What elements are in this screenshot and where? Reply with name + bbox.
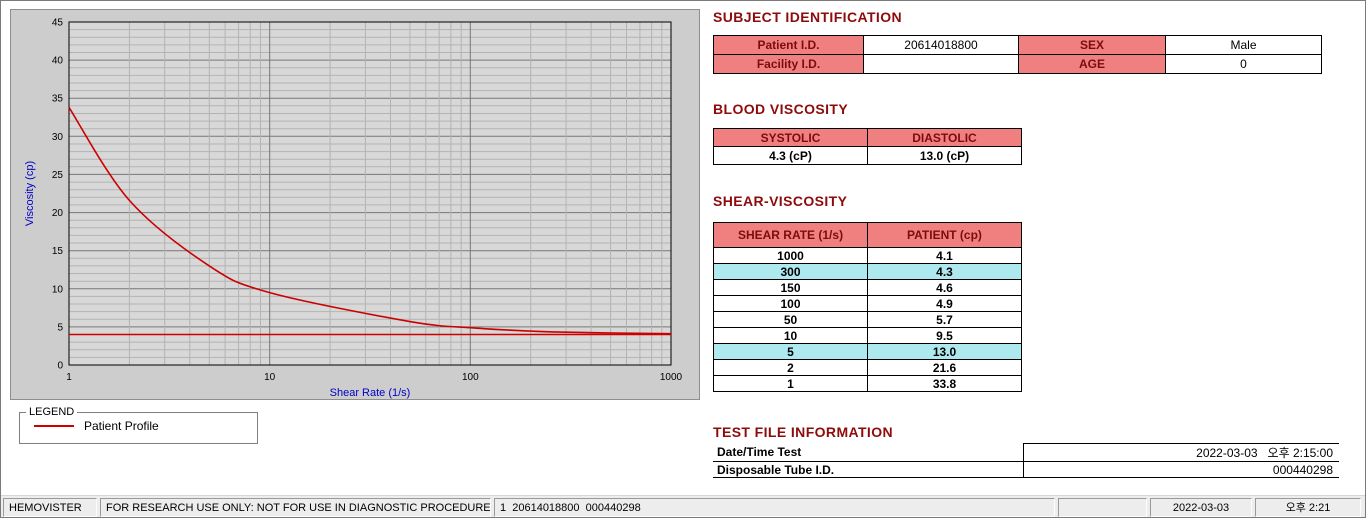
shear-rate-cell: 2 [713,359,868,376]
patient-id-value: 20614018800 [863,35,1019,55]
subject-identification-heading: SUBJECT IDENTIFICATION [713,9,902,25]
date-time-test-value: 2022-03-03 오후 2:15:00 [1022,443,1339,462]
table-row: 300 4.3 [713,263,1022,280]
table-row: 150 4.6 [713,279,1022,296]
patient-cp-cell: 9.5 [867,327,1022,344]
shear-viscosity-heading: SHEAR-VISCOSITY [713,193,848,209]
table-header-row: SYSTOLIC DIASTOLIC [713,128,1022,147]
table-row: 1 33.8 [713,375,1022,392]
table-row: Patient I.D. 20614018800 SEX Male [713,35,1322,55]
legend-label: Patient Profile [84,419,159,433]
status-time: 오후 2:21 [1255,498,1361,517]
shear-rate-header: SHEAR RATE (1/s) [713,222,868,248]
patient-profile-line-swatch [34,425,74,427]
disposable-tube-id-label: Disposable Tube I.D. [713,461,1023,478]
subject-identification-table: Patient I.D. 20614018800 SEX Male Facili… [713,35,1322,74]
date-time-test-label: Date/Time Test [713,443,1023,462]
shear-rate-cell: 300 [713,263,868,280]
sex-value: Male [1165,35,1322,55]
patient-cp-cell: 4.1 [867,247,1022,264]
blood-viscosity-heading: BLOOD VISCOSITY [713,101,849,117]
table-row: Facility I.D. AGE 0 [713,54,1322,74]
shear-rate-cell: 5 [713,343,868,360]
svg-text:15: 15 [52,246,64,257]
svg-text:Shear Rate (1/s): Shear Rate (1/s) [330,387,411,399]
table-row: Date/Time Test 2022-03-03 오후 2:15:00 [713,443,1339,462]
patient-id-label: Patient I.D. [713,35,864,55]
table-row: 10 9.5 [713,327,1022,344]
table-row: Disposable Tube I.D. 000440298 [713,461,1339,478]
patient-cp-cell: 4.6 [867,279,1022,296]
shear-rate-cell: 50 [713,311,868,328]
table-row: 5 13.0 [713,343,1022,360]
status-disclaimer: FOR RESEARCH USE ONLY: NOT FOR USE IN DI… [100,498,491,517]
svg-text:10: 10 [264,372,276,383]
svg-text:45: 45 [52,18,64,29]
shear-rate-cell: 1 [713,375,868,392]
svg-text:20: 20 [52,208,64,219]
svg-text:100: 100 [462,372,479,383]
systolic-header: SYSTOLIC [713,128,868,147]
table-row: 2 21.6 [713,359,1022,376]
svg-text:25: 25 [52,170,64,181]
patient-cp-cell: 21.6 [867,359,1022,376]
facility-id-label: Facility I.D. [713,54,864,74]
table-row: 50 5.7 [713,311,1022,328]
facility-id-value [863,54,1019,74]
age-value: 0 [1165,54,1322,74]
patient-cp-cell: 5.7 [867,311,1022,328]
diastolic-value: 13.0 (cP) [867,146,1022,165]
table-row: 4.3 (cP) 13.0 (cP) [713,146,1022,165]
legend-box: LEGEND Patient Profile [19,406,258,444]
sex-label: SEX [1018,35,1166,55]
shear-rate-cell: 1000 [713,247,868,264]
status-date: 2022-03-03 [1150,498,1252,517]
systolic-value: 4.3 (cP) [713,146,868,165]
disposable-tube-id-value: 000440298 [1022,461,1339,478]
status-app-name: HEMOVISTER [3,498,97,517]
patient-cp-cell: 33.8 [867,375,1022,392]
shear-rate-cell: 150 [713,279,868,296]
table-header-row: SHEAR RATE (1/s) PATIENT (cp) [713,222,1022,248]
shear-rate-cell: 100 [713,295,868,312]
status-bar: HEMOVISTER FOR RESEARCH USE ONLY: NOT FO… [1,495,1365,517]
svg-text:30: 30 [52,132,64,143]
svg-text:1: 1 [66,372,72,383]
patient-cp-header: PATIENT (cp) [867,222,1022,248]
patient-cp-cell: 4.3 [867,263,1022,280]
shear-viscosity-chart: 0 5 10 15 20 25 30 35 40 45 1 10 100 1000 Shear Rate (… [24,18,683,400]
svg-text:40: 40 [52,56,64,67]
test-file-information-table: Date/Time Test 2022-03-03 오후 2:15:00 Dis… [713,443,1339,478]
age-label: AGE [1018,54,1166,74]
viscosity-chart-panel: 0 5 10 15 20 25 30 35 40 45 1 10 100 1000 Shear Rate (… [10,9,700,400]
shear-viscosity-table: SHEAR RATE (1/s) PATIENT (cp) 1000 4.1 3… [713,222,1022,392]
svg-text:1000: 1000 [660,372,683,383]
blood-viscosity-table: SYSTOLIC DIASTOLIC 4.3 (cP) 13.0 (cP) [713,128,1022,165]
svg-text:0: 0 [57,361,63,372]
shear-rate-cell: 10 [713,327,868,344]
status-blank-panel [1058,498,1147,517]
diastolic-header: DIASTOLIC [867,128,1022,147]
legend-title: LEGEND [29,406,75,418]
table-row: 100 4.9 [713,295,1022,312]
patient-cp-cell: 13.0 [867,343,1022,360]
svg-text:35: 35 [52,94,64,105]
table-row: 1000 4.1 [713,247,1022,264]
test-file-information-heading: TEST FILE INFORMATION [713,424,894,440]
svg-text:Viscosity (cp): Viscosity (cp) [24,161,36,226]
svg-text:5: 5 [57,322,63,333]
patient-cp-cell: 4.9 [867,295,1022,312]
legend-item-patient-profile: Patient Profile [20,418,257,433]
svg-text:10: 10 [52,284,64,295]
status-record-info: 1 20614018800 000440298 [494,498,1055,517]
